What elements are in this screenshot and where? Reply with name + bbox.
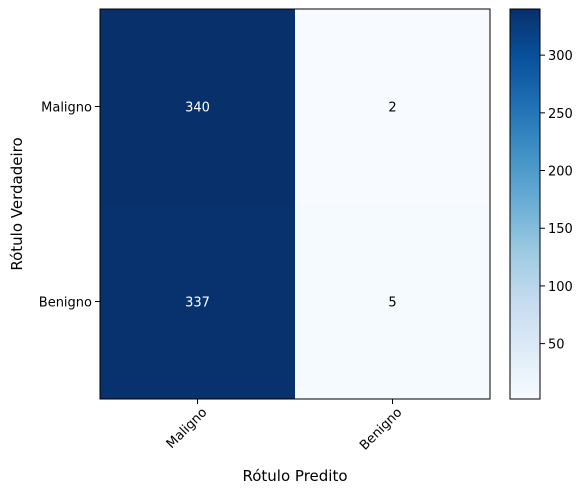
y-tick-label: Maligno: [41, 101, 92, 116]
heatmap-cell: [295, 9, 490, 204]
x-tick-label: Maligno: [164, 405, 211, 452]
cell-value-label: 2: [388, 101, 396, 116]
colorbar-tick-label: 50: [548, 338, 565, 353]
cell-value-label: 340: [185, 101, 210, 116]
x-tick-label: Benigno: [357, 405, 405, 453]
heatmap-cell: [100, 204, 295, 399]
colorbar-ticks: 50 100 150 200 250 300: [540, 49, 573, 353]
colorbar-tick-label: 300: [548, 49, 573, 64]
colorbar-tick-label: 150: [548, 222, 573, 237]
y-axis-label: Rótulo Verdadeiro: [8, 137, 26, 270]
colorbar-tick-label: 250: [548, 107, 573, 122]
y-axis-ticks: Maligno Benigno: [39, 101, 100, 311]
x-axis-ticks: Maligno Benigno: [164, 399, 405, 453]
colorbar: [509, 8, 541, 400]
colorbar-tick-label: 200: [548, 165, 573, 180]
heatmap-cells: 340 2 337 5: [100, 9, 490, 399]
cell-value-label: 337: [185, 296, 210, 311]
heatmap-cell: [100, 9, 295, 204]
cell-value-label: 5: [388, 296, 396, 311]
colorbar-tick-label: 100: [548, 280, 573, 295]
plot-frame: [99, 8, 491, 400]
heatmap-cell: [295, 204, 490, 399]
y-tick-label: Benigno: [39, 296, 92, 311]
x-axis-label: Rótulo Predito: [242, 467, 347, 485]
